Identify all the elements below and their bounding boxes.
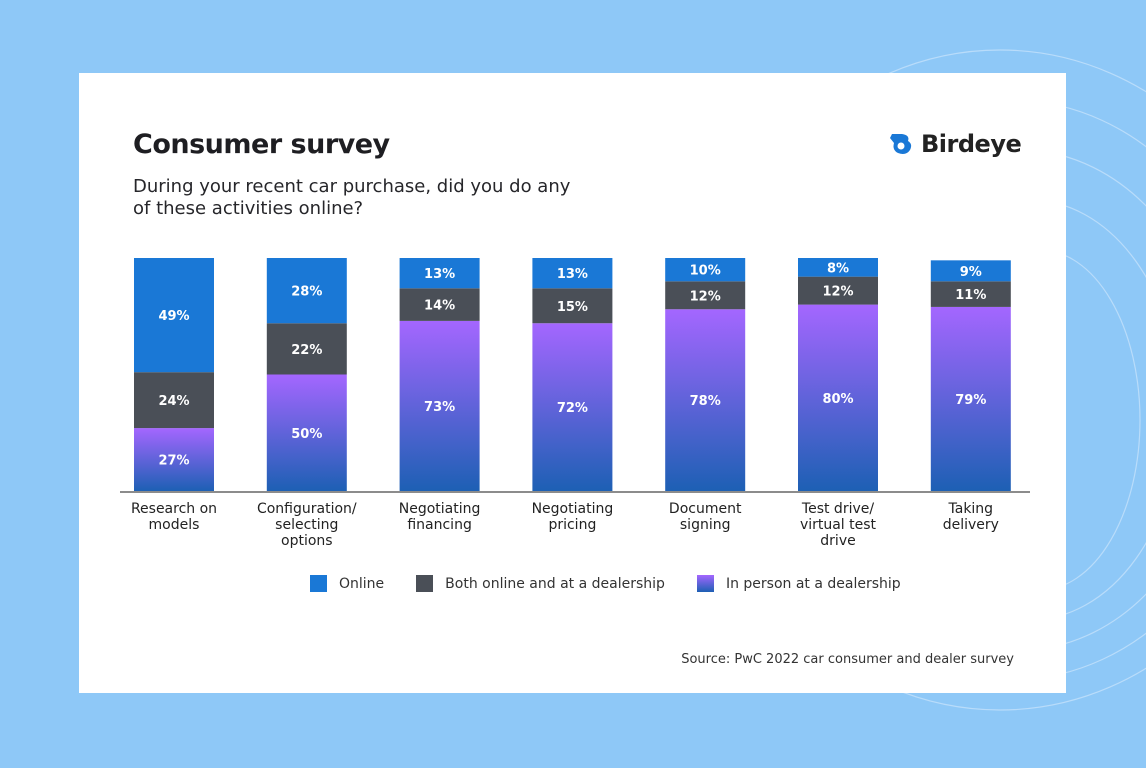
bar-segment-both <box>399 288 480 321</box>
category-label: Configuration/selecting options <box>257 501 357 549</box>
legend-label: In person at a dealership <box>725 575 901 592</box>
data-label: 12% <box>822 285 853 300</box>
legend-item-online: Online <box>310 575 384 592</box>
data-label: 78% <box>690 394 721 409</box>
bar-segment-both <box>266 323 347 375</box>
legend-label: Online <box>339 575 385 592</box>
bar-segment-online <box>134 258 214 373</box>
bar-segment-both <box>532 288 613 324</box>
bar-segment-in-person <box>134 428 214 491</box>
data-label: 8% <box>827 261 849 276</box>
legend-swatch <box>696 575 714 592</box>
data-label: 73% <box>424 400 455 415</box>
chart-subtitle: During your recent car purchase, did you… <box>133 176 571 219</box>
category-label: Negotiating financing <box>399 501 481 533</box>
category-label: Document signing <box>669 501 742 533</box>
bar-segment-online <box>798 258 878 277</box>
bar-segment-both <box>930 281 1011 307</box>
bar-segment-online <box>532 258 613 289</box>
data-label: 9% <box>960 265 982 280</box>
legend-item-both: Both online and at a dealership <box>416 575 665 592</box>
bar-segment-both <box>665 281 746 310</box>
bar-segment-online <box>266 258 347 324</box>
data-label: 13% <box>424 267 455 282</box>
legend-item-in-person: In person at a dealership <box>696 575 901 592</box>
data-label: 27% <box>158 454 189 469</box>
data-label: 12% <box>690 289 721 304</box>
data-label: 14% <box>424 299 455 314</box>
bar-segment-in-person <box>532 323 613 491</box>
data-label: 15% <box>557 300 588 315</box>
bar-segment-online <box>399 258 480 289</box>
data-label: 79% <box>955 393 986 408</box>
category-label: Taking delivery <box>943 501 999 533</box>
bird-icon <box>890 134 912 154</box>
stacked-bar-chart: 27% 24% 49% Research on models 50% 22% 28% Confi… <box>120 258 1030 549</box>
data-label: 11% <box>955 288 986 303</box>
bar-segment-online <box>930 260 1011 282</box>
data-label: 28% <box>291 285 322 300</box>
data-label: 13% <box>557 267 588 282</box>
source-note: Source: PwC 2022 car consumer and dealer… <box>681 652 1014 667</box>
survey-card: Consumer survey During your recent car p… <box>79 73 1066 693</box>
legend-label: Both online and at a dealership <box>445 575 665 592</box>
bar-segment-in-person <box>930 306 1011 491</box>
bar-segment-in-person <box>399 320 480 491</box>
category-label: Negotiating pricing <box>532 501 614 533</box>
birdeye-logo: Birdeye <box>889 130 1022 158</box>
bar-segment-online <box>665 258 746 282</box>
data-label: 24% <box>158 394 189 409</box>
category-label: Research on models <box>131 501 217 533</box>
data-label: 72% <box>557 401 588 416</box>
legend-swatch <box>310 575 327 592</box>
category-label: Test drive/virtual test drive <box>800 501 877 549</box>
bar-segment-in-person <box>798 304 878 491</box>
data-label: 50% <box>291 427 322 442</box>
bar-segment-both <box>798 276 878 305</box>
data-label: 49% <box>158 309 189 324</box>
bar-segment-in-person <box>266 374 347 491</box>
data-label: 80% <box>822 392 853 407</box>
legend: Online Both online and at a dealership In … <box>310 575 901 592</box>
brand-name: Birdeye <box>921 130 1022 158</box>
data-label: 10% <box>690 264 721 279</box>
bar-segment-in-person <box>665 309 746 491</box>
chart-title: Consumer survey <box>133 129 390 160</box>
bar-segment-both <box>134 372 214 429</box>
data-label: 22% <box>291 343 322 358</box>
legend-swatch <box>416 575 434 592</box>
